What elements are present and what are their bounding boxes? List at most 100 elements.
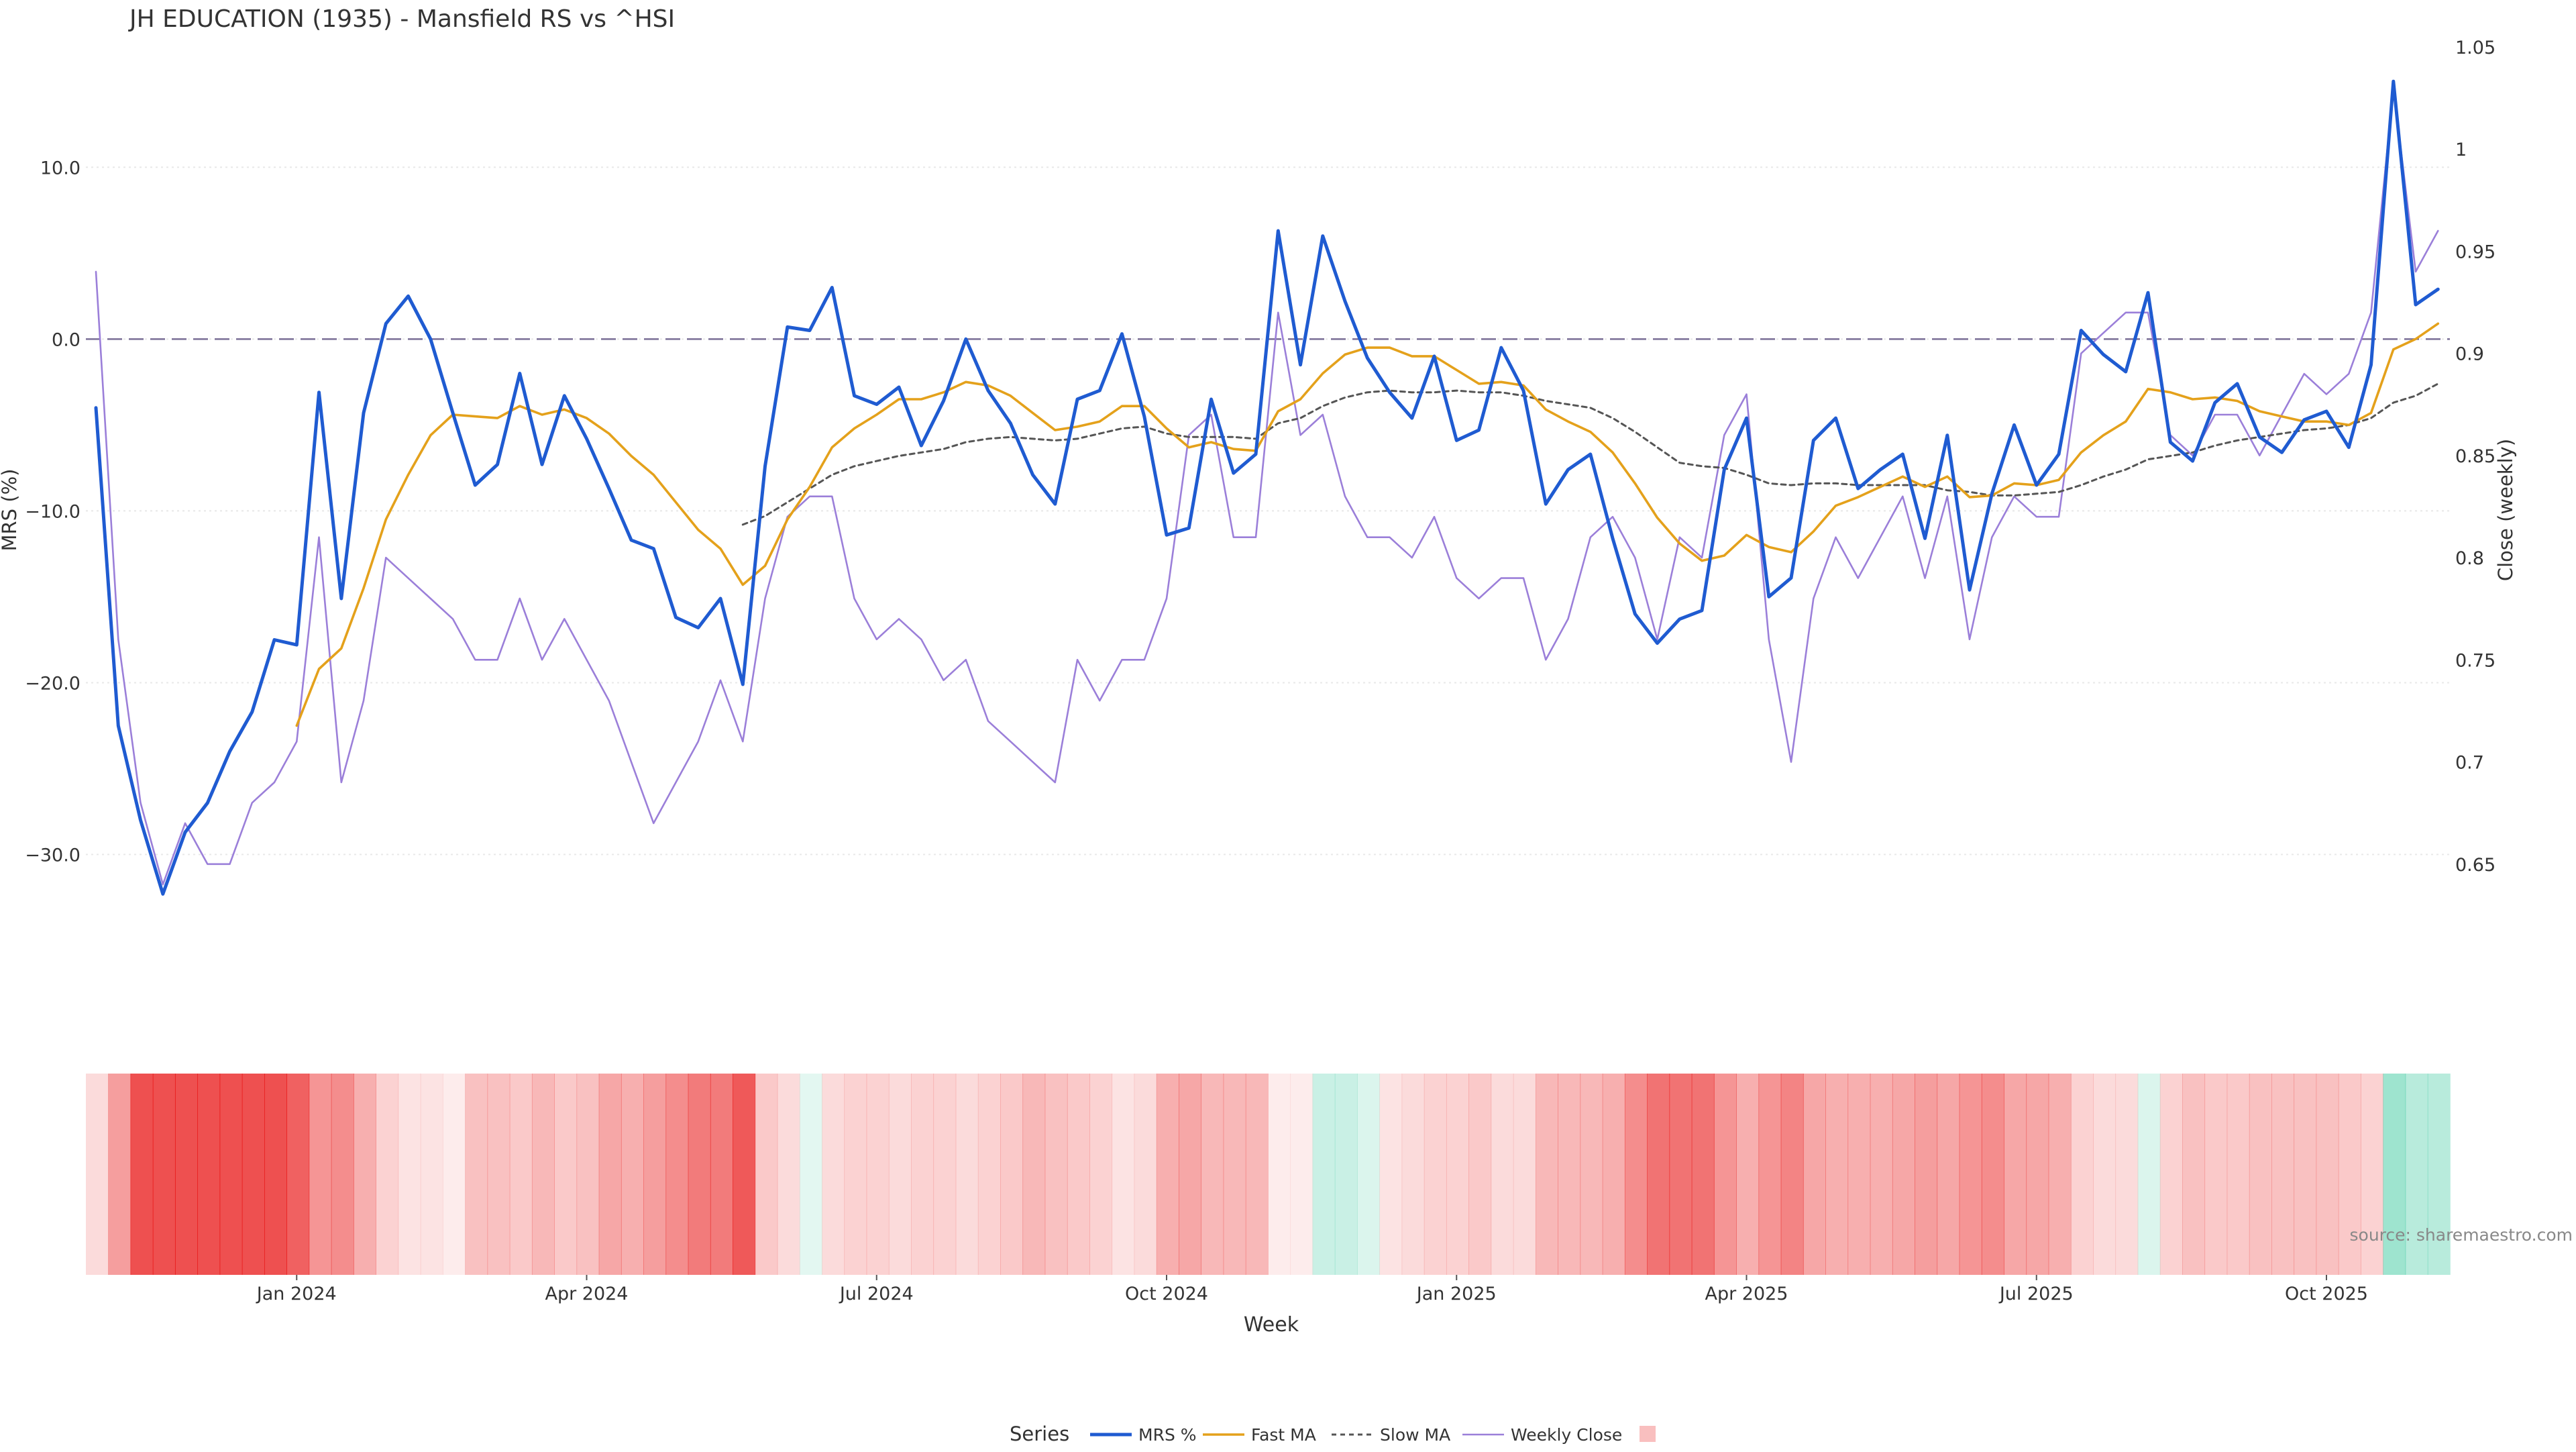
y-tick-label-right: 1 xyxy=(2455,140,2467,160)
heatmap-cell xyxy=(1179,1074,1202,1275)
heatmap-cell xyxy=(2182,1074,2206,1275)
heatmap-cell xyxy=(2383,1074,2406,1275)
series-line-weekly-close xyxy=(95,87,2439,886)
heatmap-cell xyxy=(1713,1074,1737,1275)
heatmap-cell xyxy=(376,1074,399,1275)
heatmap-cell xyxy=(1513,1074,1536,1275)
series-line-mrs xyxy=(94,79,2440,896)
heatmap-cell xyxy=(1491,1074,1514,1275)
series-line-fast-ma xyxy=(295,322,2440,727)
heatmap-cell xyxy=(2093,1074,2116,1275)
heatmap-cell xyxy=(777,1074,800,1275)
heatmap-cell xyxy=(1780,1074,1804,1275)
heatmap-cell xyxy=(1022,1074,1046,1275)
heatmap-cell xyxy=(1201,1074,1224,1275)
source-annotation: source: sharemaestro.com xyxy=(2350,1225,2573,1245)
y-tick-label-right: 0.7 xyxy=(2455,753,2484,774)
heatmap-cell xyxy=(1401,1074,1425,1275)
heatmap-cell xyxy=(197,1074,221,1275)
heatmap-cell xyxy=(1892,1074,1915,1275)
heatmap-cell xyxy=(331,1074,354,1275)
heatmap-cell xyxy=(86,1074,109,1275)
heatmap-cell xyxy=(621,1074,644,1275)
heatmap-cell xyxy=(1624,1074,1648,1275)
y-tick-label-left: −30.0 xyxy=(25,845,80,866)
heatmap-cell xyxy=(442,1074,466,1275)
x-axis-label: Week xyxy=(1244,1313,1299,1337)
heatmap-cell xyxy=(1870,1074,1893,1275)
heatmap-cell xyxy=(1468,1074,1492,1275)
series-line-slow-ma xyxy=(741,382,2439,526)
y-tick-label-left: −20.0 xyxy=(25,673,80,694)
x-tick-label: Jan 2024 xyxy=(256,1284,337,1304)
legend-label: Slow MA xyxy=(1380,1425,1450,1445)
y-tick-label-left: 10.0 xyxy=(40,158,80,178)
heatmap-cell xyxy=(2026,1074,2049,1275)
heatmap-cell xyxy=(1134,1074,1157,1275)
y-tick-label-right: 0.65 xyxy=(2455,855,2496,876)
heatmap-cell xyxy=(733,1074,756,1275)
heatmap-cell xyxy=(398,1074,421,1275)
heatmap-cell xyxy=(152,1074,176,1275)
x-tick-label: Apr 2024 xyxy=(545,1284,628,1304)
heatmap-cell xyxy=(1356,1074,1381,1275)
heatmap-cell xyxy=(509,1074,533,1275)
heatmap-cell xyxy=(1669,1074,1693,1275)
heatmap-cell xyxy=(1825,1074,1849,1275)
heatmap-cell xyxy=(955,1074,979,1275)
heatmap-cell xyxy=(1290,1074,1313,1275)
x-tick-label: Jan 2025 xyxy=(1415,1284,1497,1304)
heatmap-cell xyxy=(2204,1074,2228,1275)
heatmap-cell xyxy=(554,1074,578,1275)
x-tick-label: Apr 2025 xyxy=(1705,1284,1788,1304)
heatmap-cell xyxy=(174,1074,199,1275)
heatmap-cell xyxy=(1379,1074,1403,1275)
heatmap-cell xyxy=(465,1074,488,1275)
axes: 10.0 0.0 −10.0 −20.0 −30.0 1.05 1 0.95 0.9 0.85 0.… xyxy=(25,38,2496,1304)
heatmap-cell xyxy=(1803,1074,1826,1275)
heatmap-cell xyxy=(2427,1074,2451,1275)
heatmap-cell xyxy=(1736,1074,1760,1275)
heatmap-cell xyxy=(1602,1074,1625,1275)
heatmap-cell xyxy=(2271,1074,2295,1275)
heatmap-cell xyxy=(1067,1074,1090,1275)
x-tick-label: Oct 2024 xyxy=(1125,1284,1208,1304)
heatmap-cell xyxy=(1000,1074,1024,1275)
heatmap-cell xyxy=(799,1074,822,1275)
heatmap-cell xyxy=(1937,1074,1960,1275)
heatmap-cell xyxy=(2048,1074,2072,1275)
heatmap-cell xyxy=(353,1074,376,1275)
heatmap-cell xyxy=(1312,1074,1336,1275)
heatmap-cell xyxy=(1758,1074,1782,1275)
y-tick-label-right: 1.05 xyxy=(2455,38,2496,58)
chart-title: JH EDUCATION (1935) - Mansfield RS vs ^H… xyxy=(128,5,675,33)
heatmap-cell xyxy=(2249,1074,2272,1275)
legend: Series MRS % Fast MA Slow MA Weekly Close xyxy=(1010,1422,1656,1445)
heatmap-cell xyxy=(665,1074,689,1275)
legend-label: MRS % xyxy=(1138,1425,1197,1445)
heatmap-cell xyxy=(888,1074,912,1275)
grid-lines xyxy=(86,166,2450,855)
heatmap-cell xyxy=(2115,1074,2139,1275)
heatmap-cell xyxy=(219,1074,243,1275)
y-axis-label-right: Close (weekly) xyxy=(2494,439,2517,581)
heatmap-cell xyxy=(1245,1074,1269,1275)
heatmap-cell xyxy=(1156,1074,1179,1275)
y-tick-label-right: 0.8 xyxy=(2455,548,2484,569)
heatmap-cell xyxy=(2361,1074,2384,1275)
x-tick-label: Oct 2025 xyxy=(2285,1284,2368,1304)
heatmap-cell xyxy=(1558,1074,1581,1275)
heatmap-cell xyxy=(309,1074,332,1275)
heatmap-cell xyxy=(1915,1074,1938,1275)
heatmap-cell xyxy=(643,1074,667,1275)
heatmap-cell xyxy=(1580,1074,1603,1275)
heatmap-cell xyxy=(286,1074,310,1275)
y-tick-label-right: 0.85 xyxy=(2455,446,2496,467)
heatmap-cell xyxy=(241,1074,265,1275)
heatmap-cell xyxy=(755,1074,778,1275)
legend-label: Fast MA xyxy=(1251,1425,1316,1445)
heatmap-cell xyxy=(531,1074,555,1275)
heatmap-cell xyxy=(1691,1074,1715,1275)
legend-swatch-heatmap xyxy=(1640,1426,1656,1442)
heatmap-cell xyxy=(1268,1074,1291,1275)
